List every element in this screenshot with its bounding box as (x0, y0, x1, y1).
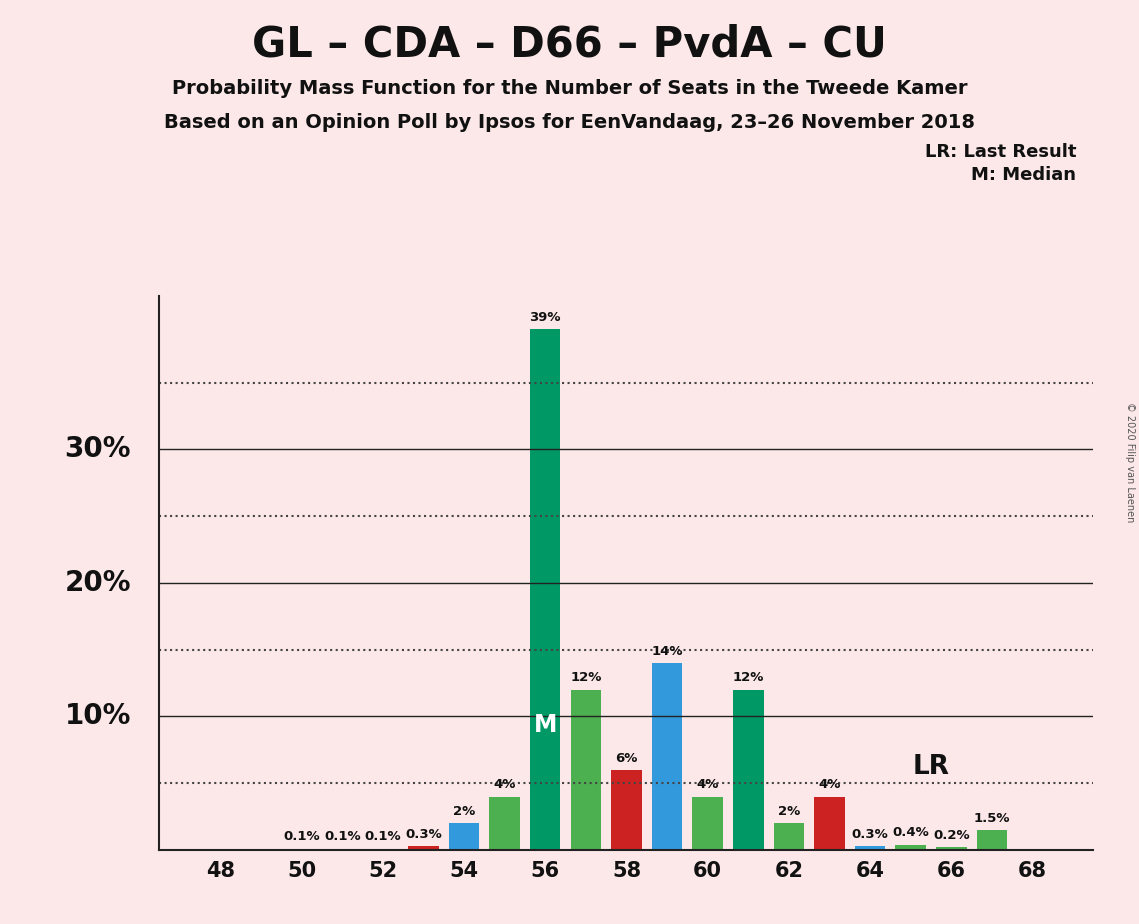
Text: 0.1%: 0.1% (284, 831, 320, 844)
Text: 30%: 30% (65, 435, 131, 463)
Bar (814, 796, 845, 850)
Text: 0.3%: 0.3% (405, 828, 442, 841)
Bar (449, 823, 480, 850)
Bar (936, 847, 967, 850)
Text: 0.1%: 0.1% (323, 831, 361, 844)
Text: 0.3%: 0.3% (852, 828, 888, 841)
Text: 4%: 4% (818, 778, 841, 791)
Text: M: Median: M: Median (972, 166, 1076, 184)
Text: M: M (533, 712, 557, 736)
Text: 6%: 6% (615, 751, 638, 764)
Text: 10%: 10% (65, 702, 131, 731)
Bar (530, 329, 560, 850)
Text: 0.4%: 0.4% (892, 826, 929, 839)
Bar (773, 823, 804, 850)
Text: 0.2%: 0.2% (933, 829, 969, 842)
Bar (976, 830, 1007, 850)
Bar (734, 690, 763, 850)
Text: 14%: 14% (652, 645, 682, 658)
Text: 1.5%: 1.5% (974, 811, 1010, 825)
Text: 0.1%: 0.1% (364, 831, 401, 844)
Bar (612, 770, 641, 850)
Text: 2%: 2% (453, 805, 475, 818)
Text: 4%: 4% (696, 778, 719, 791)
Text: 39%: 39% (530, 310, 562, 323)
Text: 20%: 20% (65, 569, 131, 597)
Text: LR: LR (912, 754, 950, 780)
Text: 4%: 4% (493, 778, 516, 791)
Bar (408, 846, 439, 850)
Text: GL – CDA – D66 – PvdA – CU: GL – CDA – D66 – PvdA – CU (252, 23, 887, 65)
Bar (693, 796, 723, 850)
Text: LR: Last Result: LR: Last Result (925, 143, 1076, 161)
Text: 2%: 2% (778, 805, 800, 818)
Bar (368, 849, 398, 850)
Bar (855, 846, 885, 850)
Bar (490, 796, 519, 850)
Text: Based on an Opinion Poll by Ipsos for EenVandaag, 23–26 November 2018: Based on an Opinion Poll by Ipsos for Ee… (164, 113, 975, 132)
Bar (286, 849, 317, 850)
Text: Probability Mass Function for the Number of Seats in the Tweede Kamer: Probability Mass Function for the Number… (172, 79, 967, 98)
Text: © 2020 Filip van Laenen: © 2020 Filip van Laenen (1125, 402, 1134, 522)
Bar (571, 690, 601, 850)
Text: 12%: 12% (571, 672, 601, 685)
Bar (327, 849, 358, 850)
Bar (895, 845, 926, 850)
Text: 12%: 12% (732, 672, 764, 685)
Bar (652, 663, 682, 850)
